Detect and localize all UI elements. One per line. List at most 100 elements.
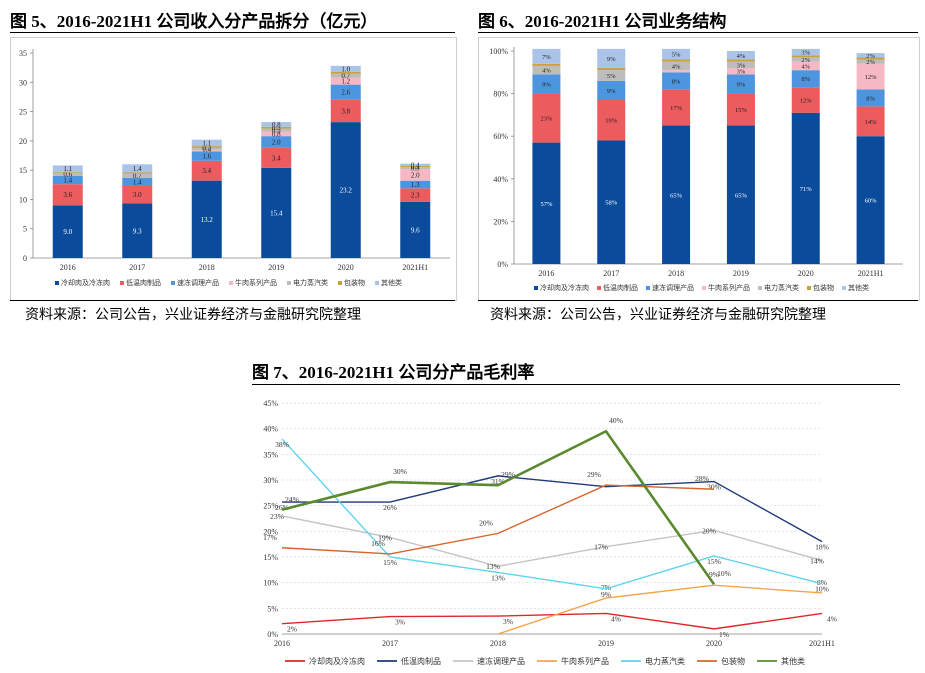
c6-bar-0-1 bbox=[597, 140, 626, 264]
c6-bar-1-0 bbox=[532, 93, 561, 143]
c5-bar-3-4 bbox=[330, 77, 361, 85]
c5-bar-0-3 bbox=[261, 167, 292, 258]
c7-data-label: 28% bbox=[695, 474, 709, 483]
c5-data-label: 1.2 bbox=[341, 78, 350, 86]
c7-x-tick-label: 2020 bbox=[706, 639, 722, 648]
c5-data-label: 3.4 bbox=[202, 167, 211, 175]
fig5-frame bbox=[10, 37, 457, 301]
c6-y-tick-label: 100% bbox=[489, 47, 508, 56]
c6-data-label: 8% bbox=[672, 78, 681, 85]
c7-data-label: 8% bbox=[817, 578, 827, 587]
c5-legend-label: 冷却肉及冷冻肉 bbox=[61, 278, 110, 287]
c5-bar-2-0 bbox=[52, 176, 83, 185]
c5-y-tick-label: 30 bbox=[19, 78, 27, 87]
c7-legend-label: 其他类 bbox=[781, 656, 805, 666]
c7-data-label: 17% bbox=[263, 533, 277, 542]
c5-data-label: 0.4 bbox=[411, 161, 420, 169]
c5-y-tick-label: 25 bbox=[19, 108, 27, 117]
c6-data-label: 9% bbox=[542, 82, 551, 89]
c6-legend-swatch bbox=[842, 286, 846, 290]
c7-data-label: 29% bbox=[501, 470, 515, 479]
c6-legend-swatch bbox=[597, 286, 601, 290]
c5-y-tick-label: 10 bbox=[19, 195, 27, 204]
c6-data-label: 2% bbox=[866, 53, 875, 60]
c7-y-tick-label: 10% bbox=[263, 579, 278, 588]
c5-bar-0-0 bbox=[52, 205, 83, 258]
fig7-title: 图 7、2016-2021H1 公司分产品毛利率 bbox=[252, 363, 535, 382]
c6-data-label: 65% bbox=[735, 192, 748, 199]
c7-line-3 bbox=[497, 584, 823, 635]
c6-legend-label: 冷却肉及冷冻肉 bbox=[540, 283, 589, 292]
c7-legend-label: 速冻调理产品 bbox=[477, 656, 525, 666]
c5-data-label: 0.6 bbox=[63, 171, 72, 179]
c7-y-tick-label: 0% bbox=[267, 630, 278, 639]
c6-x-tick-label: 2021H1 bbox=[858, 269, 884, 278]
fig7-chart: 0% 5% 10% 15% 20% 25% 30% 35% 40% 45% 2016 2017 2018… bbox=[263, 399, 837, 666]
c5-data-label: 0.2 bbox=[411, 163, 420, 171]
c6-data-label: 4% bbox=[801, 63, 810, 70]
c5-bar-6-4 bbox=[330, 65, 361, 72]
c6-y-tick-label: 60% bbox=[493, 132, 508, 141]
c5-data-label: 0.5 bbox=[272, 127, 281, 135]
c7-x-tick-label: 2017 bbox=[382, 639, 398, 648]
c7-data-label: 24% bbox=[285, 495, 299, 504]
c7-line-5 bbox=[281, 484, 715, 555]
c6-bar-3-5 bbox=[856, 63, 885, 90]
c5-legend-swatch bbox=[287, 281, 291, 285]
c5-data-label: 0.8 bbox=[272, 130, 281, 138]
c7-data-label: 4% bbox=[611, 614, 621, 623]
c5-data-label: 0.3 bbox=[272, 124, 281, 132]
c7-line-6 bbox=[281, 429, 716, 585]
c6-bar-6-1 bbox=[597, 48, 626, 69]
c6-y-tick-label: 0% bbox=[497, 260, 508, 269]
c5-x-tick-label: 2020 bbox=[338, 263, 354, 272]
c6-data-label: 12% bbox=[800, 97, 813, 104]
c5-bar-0-1 bbox=[122, 203, 153, 258]
c5-data-label: 0.7 bbox=[341, 72, 350, 80]
c7-data-label: 30% bbox=[707, 483, 721, 492]
c5-data-label: 1.3 bbox=[411, 181, 420, 189]
c6-data-label: 60% bbox=[865, 198, 878, 205]
c5-bar-6-2 bbox=[191, 139, 222, 147]
c5-bar-2-1 bbox=[122, 177, 153, 186]
c6-bar-2-0 bbox=[532, 74, 561, 94]
c5-legend-swatch bbox=[171, 281, 175, 285]
c7-legend-label: 牛肉系列产品 bbox=[561, 656, 609, 666]
c6-bar-4-3 bbox=[726, 61, 755, 69]
c5-data-label: 3.0 bbox=[133, 191, 142, 199]
c7-line-2 bbox=[281, 515, 823, 567]
c6-data-label: 2% bbox=[866, 59, 875, 66]
c6-data-label: 17% bbox=[670, 105, 683, 112]
c7-data-label: 19% bbox=[378, 533, 392, 542]
c7-line-1 bbox=[282, 475, 823, 543]
c6-bar-1-5 bbox=[856, 106, 885, 137]
c6-bar-4-4 bbox=[791, 57, 820, 62]
c6-bar-6-3 bbox=[726, 51, 755, 60]
c6-legend-label: 牛肉系列产品 bbox=[708, 283, 750, 292]
c6-bar-5-2 bbox=[662, 59, 691, 62]
c7-data-label: 26% bbox=[383, 503, 397, 512]
c6-data-label: 7% bbox=[542, 54, 551, 61]
c7-y-tick-label: 15% bbox=[263, 553, 278, 562]
c6-data-label: 19% bbox=[605, 118, 618, 125]
c6-bar-1-3 bbox=[726, 93, 755, 126]
c6-bar-0-0 bbox=[532, 142, 561, 264]
c5-data-label: 3.4 bbox=[272, 154, 281, 162]
c5-data-label: 0.8 bbox=[272, 121, 281, 129]
c5-x-tick-label: 2018 bbox=[199, 263, 215, 272]
c5-bar-5-3 bbox=[261, 126, 292, 129]
c6-legend-swatch bbox=[807, 286, 811, 290]
c6-data-label: 12% bbox=[865, 74, 878, 81]
c5-bar-5-0 bbox=[52, 171, 83, 173]
c7-data-label: 10% bbox=[815, 585, 829, 594]
c5-bar-4-4 bbox=[330, 73, 361, 78]
c6-legend-label: 速冻调理产品 bbox=[652, 283, 694, 292]
c6-data-label: 3% bbox=[737, 62, 746, 69]
c7-line-0 bbox=[281, 612, 823, 630]
c5-bar-5-2 bbox=[191, 146, 222, 148]
c7-data-label: 10% bbox=[717, 569, 731, 578]
c7-legend-label: 电力蒸汽类 bbox=[645, 656, 685, 666]
c5-bar-5-4 bbox=[330, 71, 361, 74]
c5-x-tick-label: 2019 bbox=[268, 263, 284, 272]
c5-bar-0-5 bbox=[400, 201, 431, 258]
